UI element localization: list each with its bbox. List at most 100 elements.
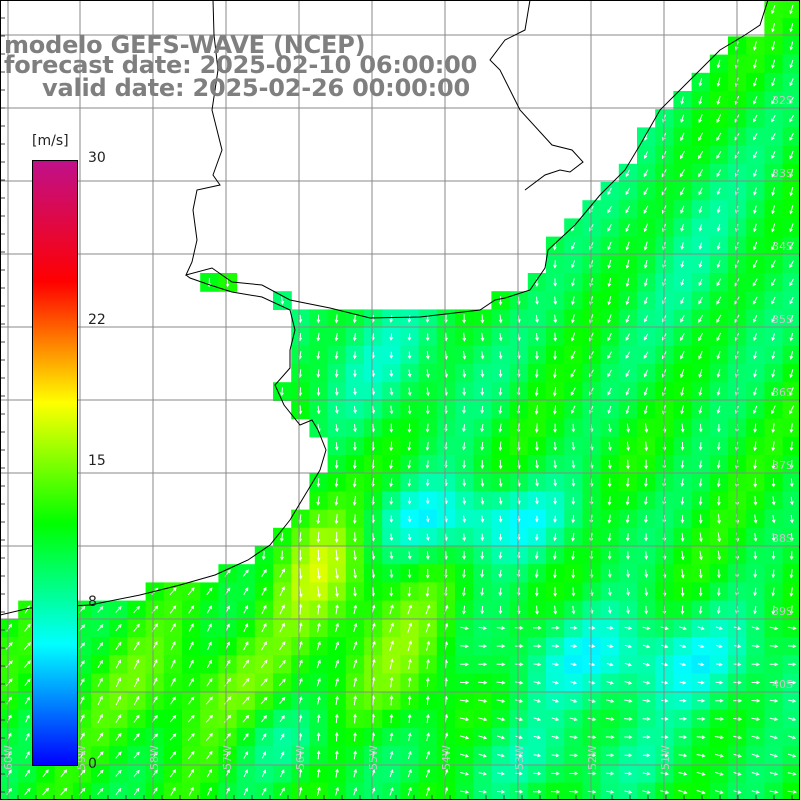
wind-arrow bbox=[551, 644, 560, 649]
wind-arrow bbox=[769, 626, 779, 631]
wind-arrow bbox=[334, 496, 339, 506]
colorbar-tick: 8 bbox=[88, 594, 97, 611]
wind-arrow bbox=[24, 623, 31, 632]
wind-arrow bbox=[680, 514, 685, 524]
wind-arrow bbox=[716, 260, 721, 269]
wind-arrow bbox=[787, 644, 797, 649]
wind-arrow bbox=[752, 296, 758, 305]
wind-arrow bbox=[535, 314, 539, 324]
wind-arrow bbox=[753, 441, 757, 452]
wind-arrow bbox=[498, 405, 503, 415]
wind-arrow bbox=[425, 622, 431, 633]
wind-arrow bbox=[715, 698, 724, 703]
lat-label: 33S bbox=[772, 167, 793, 180]
wind-arrow bbox=[642, 644, 651, 649]
wind-arrow bbox=[316, 659, 321, 669]
wind-arrow bbox=[280, 550, 284, 561]
wind-arrow bbox=[535, 497, 539, 505]
wind-arrow bbox=[698, 442, 703, 451]
wind-arrow bbox=[643, 315, 649, 323]
wind-arrow bbox=[769, 662, 779, 667]
wind-arrow bbox=[716, 296, 722, 305]
wind-arrow bbox=[478, 717, 488, 722]
wind-arrow bbox=[97, 695, 103, 706]
wind-arrow bbox=[170, 641, 176, 651]
wind-arrow bbox=[771, 478, 776, 488]
wind-arrow bbox=[769, 772, 779, 776]
wind-arrow bbox=[680, 260, 685, 269]
wind-arrow bbox=[680, 532, 685, 542]
wind-arrow bbox=[717, 514, 721, 525]
wind-arrow bbox=[316, 714, 321, 723]
wind-arrow bbox=[787, 789, 797, 794]
wind-arrow bbox=[407, 640, 412, 652]
wind-arrow bbox=[789, 350, 794, 360]
wind-arrow bbox=[753, 241, 758, 251]
wind-arrow bbox=[317, 586, 321, 598]
wind-arrow bbox=[626, 459, 630, 470]
wind-arrow bbox=[425, 405, 430, 415]
wind-arrow bbox=[716, 606, 721, 615]
wind-arrow bbox=[551, 771, 560, 776]
wind-arrow bbox=[716, 442, 721, 451]
wind-arrow bbox=[389, 622, 394, 633]
wind-arrow bbox=[552, 386, 557, 397]
wind-arrow bbox=[787, 626, 797, 630]
lon-label: 57W bbox=[221, 745, 234, 770]
wind-arrow bbox=[480, 569, 484, 579]
wind-arrow bbox=[643, 333, 649, 341]
wind-arrow bbox=[751, 735, 761, 740]
wind-arrow bbox=[698, 114, 703, 124]
wind-arrow bbox=[642, 790, 651, 794]
wind-arrow bbox=[680, 350, 685, 360]
wind-arrow bbox=[478, 753, 487, 758]
wind-arrow bbox=[643, 241, 648, 251]
wind-arrow bbox=[553, 368, 557, 379]
wind-arrow bbox=[407, 604, 413, 615]
wind-arrow bbox=[716, 478, 721, 488]
wind-arrow bbox=[24, 678, 31, 687]
wind-arrow bbox=[24, 787, 31, 796]
wind-arrow bbox=[680, 550, 685, 561]
wind-arrow bbox=[462, 405, 466, 415]
wind-arrow bbox=[643, 387, 648, 396]
wind-arrow bbox=[771, 96, 776, 105]
wind-arrow bbox=[407, 676, 412, 688]
wind-arrow bbox=[533, 662, 542, 667]
wind-arrow bbox=[751, 717, 761, 721]
wind-arrow bbox=[459, 717, 470, 722]
wind-arrow bbox=[698, 387, 703, 397]
wind-arrow bbox=[680, 442, 685, 451]
wind-arrow bbox=[643, 151, 649, 159]
wind-arrow bbox=[498, 515, 503, 523]
wind-arrow bbox=[752, 133, 758, 141]
wind-arrow bbox=[678, 753, 688, 758]
wind-arrow bbox=[570, 350, 576, 360]
wind-arrow bbox=[553, 551, 557, 560]
wind-arrow bbox=[771, 405, 776, 415]
wind-arrow bbox=[535, 478, 539, 487]
wind-arrow bbox=[696, 717, 706, 721]
wind-arrow bbox=[625, 169, 630, 178]
wind-arrow bbox=[515, 789, 524, 794]
wind-arrow bbox=[498, 551, 503, 560]
wind-arrow bbox=[389, 640, 394, 651]
wind-arrow bbox=[608, 587, 612, 597]
wind-arrow bbox=[789, 96, 794, 105]
wind-arrow bbox=[316, 496, 321, 506]
wind-arrow bbox=[752, 278, 758, 287]
wind-arrow bbox=[787, 753, 797, 758]
wind-arrow bbox=[698, 169, 704, 178]
wind-arrow bbox=[459, 698, 470, 703]
wind-arrow bbox=[642, 626, 651, 630]
wind-arrow bbox=[335, 405, 339, 415]
wind-arrow bbox=[478, 644, 488, 649]
wind-arrow bbox=[515, 735, 524, 740]
wind-arrow bbox=[480, 387, 485, 396]
wind-arrow bbox=[625, 205, 631, 214]
wind-arrow bbox=[133, 641, 140, 651]
wind-arrow bbox=[24, 769, 31, 777]
wind-arrow bbox=[607, 369, 612, 378]
wind-arrow bbox=[334, 641, 340, 651]
wind-arrow bbox=[207, 641, 212, 651]
